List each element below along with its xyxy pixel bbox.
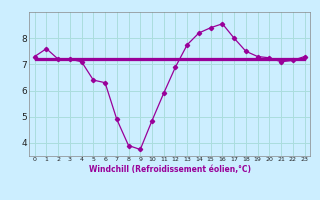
X-axis label: Windchill (Refroidissement éolien,°C): Windchill (Refroidissement éolien,°C) xyxy=(89,165,251,174)
